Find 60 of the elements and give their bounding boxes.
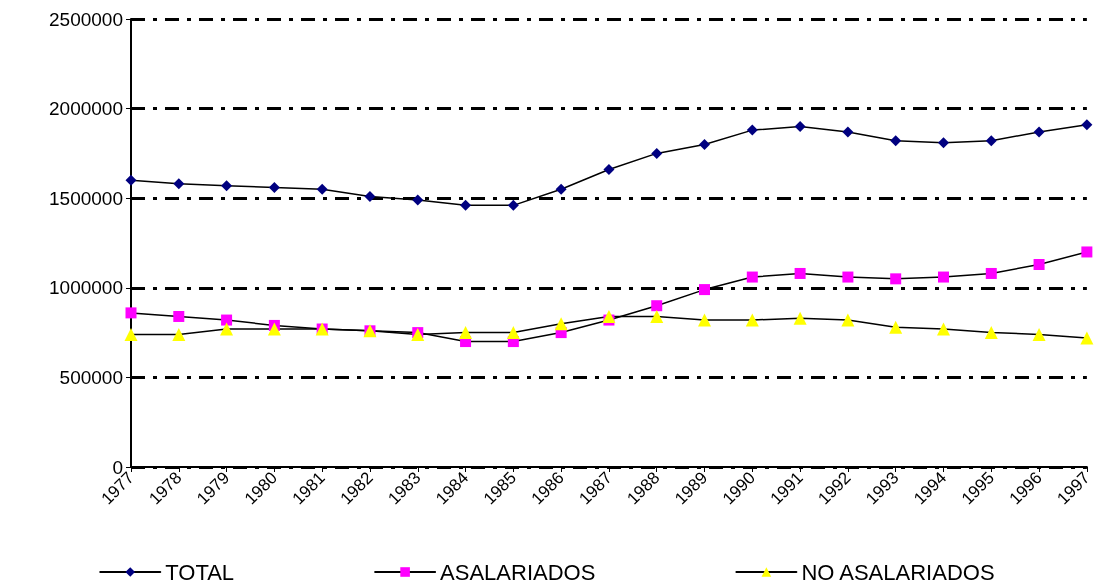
point <box>316 183 328 195</box>
point <box>267 322 281 336</box>
point <box>890 135 902 147</box>
point <box>651 147 663 159</box>
point <box>172 327 186 341</box>
point <box>554 317 568 331</box>
point <box>746 271 758 283</box>
point <box>459 326 473 340</box>
point <box>124 327 138 341</box>
y-tick-label: 1500000 <box>49 187 123 209</box>
legend-label: NO ASALARIADOS <box>801 559 995 585</box>
point <box>506 326 520 340</box>
point <box>1081 119 1093 131</box>
point <box>460 199 472 211</box>
point <box>841 313 855 327</box>
point <box>651 300 663 312</box>
point <box>937 271 949 283</box>
point <box>507 199 519 211</box>
point <box>268 181 280 193</box>
point <box>125 174 137 186</box>
point <box>984 326 998 340</box>
point <box>698 313 712 327</box>
point <box>1033 259 1045 270</box>
point <box>842 271 854 283</box>
point <box>745 313 759 327</box>
y-tick-label: 2500000 <box>49 8 123 30</box>
point <box>842 126 854 138</box>
point <box>603 164 615 176</box>
point <box>794 267 806 279</box>
y-tick-label: 2000000 <box>49 98 123 120</box>
y-tick-label: 500000 <box>59 366 123 388</box>
point <box>936 322 950 336</box>
point <box>412 194 424 206</box>
point <box>221 180 233 192</box>
point <box>1033 126 1045 138</box>
point <box>650 309 664 323</box>
y-tick-label: 1000000 <box>49 277 123 299</box>
point <box>794 121 806 133</box>
point <box>1080 331 1094 345</box>
point <box>1032 327 1046 341</box>
point <box>985 135 997 147</box>
point <box>890 273 902 285</box>
point <box>1081 246 1093 258</box>
point <box>173 178 185 190</box>
point <box>602 309 616 323</box>
point <box>555 183 567 195</box>
point <box>793 311 807 325</box>
legend-label: TOTAL <box>165 559 235 585</box>
point <box>746 124 758 136</box>
point <box>699 138 711 150</box>
point <box>699 284 711 296</box>
point <box>985 267 997 279</box>
point <box>125 307 137 319</box>
point <box>364 190 376 202</box>
point <box>937 137 949 149</box>
legend-label: ASALARIADOS <box>440 559 596 585</box>
point <box>221 314 233 326</box>
point <box>889 320 903 334</box>
point <box>173 310 185 322</box>
point <box>220 322 234 336</box>
